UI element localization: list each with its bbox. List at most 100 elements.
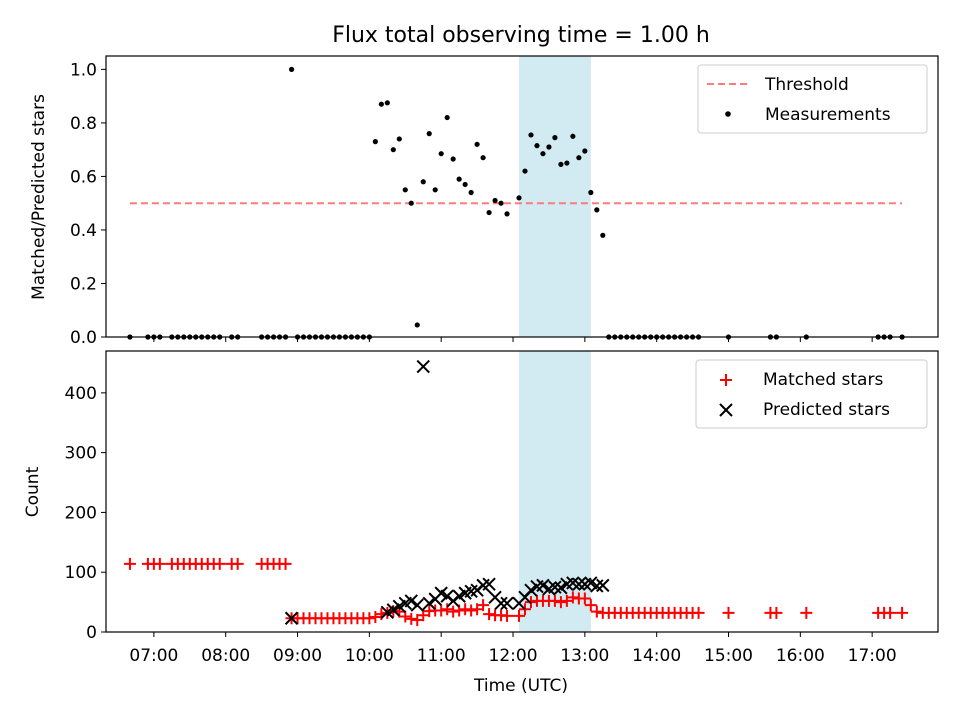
legend-measurements-swatch [725,111,731,117]
measurement-point [546,144,552,150]
measurement-point [420,179,426,185]
matched-star-point [578,592,591,605]
predicted-star-point [548,580,562,594]
matched-star-point [459,603,472,616]
x-tick-label: 16:00 [776,646,825,666]
legend-threshold-label: Threshold [764,75,849,95]
matched-star-point [548,594,561,607]
matched-star-point [513,609,526,622]
legend-measurements-label: Measurements [765,105,891,125]
bottom-axes-frame [105,350,939,633]
measurement-point [558,161,564,167]
x-tick-label: 17:00 [848,646,897,666]
predicted-star-point [596,578,610,593]
top-y-tick-label: 0.2 [70,274,97,294]
predicted-star-point [404,594,418,608]
measurement-point [552,135,558,141]
matched-star-point [279,557,292,570]
measurement-point [600,232,606,238]
top-y-tick-label: 0.0 [70,328,97,348]
top-legend: Threshold Measurements [697,64,928,134]
bottom-y-tick-label: 400 [65,384,97,404]
matched-star-point [554,596,567,609]
measurement-point [462,181,468,188]
measurement-point [576,155,582,161]
matched-star-point [441,603,454,616]
matched-star-point [363,612,376,625]
measurement-point [456,176,462,182]
x-tick-label: 10:00 [345,646,394,666]
measurement-point [432,187,438,193]
predicted-star-point [500,596,514,611]
measurement-point [540,151,546,157]
measurement-point [564,160,570,166]
top-legend-frame [697,64,928,134]
measurement-point [372,139,378,145]
measurement-point [288,66,295,72]
bottom-y-tick-label: 200 [65,503,97,523]
measurement-point [414,322,420,328]
measurement-point [528,132,534,138]
matched-star-point [896,606,909,619]
matched-star-point [465,604,478,617]
top-axes-frame [105,55,939,338]
measurement-point [444,114,450,121]
measurement-point [468,189,474,196]
measurement-point [396,136,402,142]
predicted-star-point [524,583,538,597]
matched-star-point [800,606,813,619]
measurement-point [450,156,456,162]
matched-star-point [477,599,490,612]
top-y-tick-label: 0.6 [70,167,97,187]
matched-star-point [447,605,460,618]
predicted-star-point [416,359,430,374]
measurement-point [516,195,522,201]
bottom-plot-area [123,359,909,627]
bottom-y-tick-label: 300 [65,444,97,464]
measurement-point [492,197,498,204]
predicted-star-point [554,581,568,595]
x-tick-label: 13:00 [560,646,609,666]
predicted-star-point [536,578,550,593]
measurement-point [582,148,588,154]
measurement-point [534,143,540,149]
measurement-point [570,133,576,139]
matched-star-point [692,606,705,619]
measurement-point [522,168,528,174]
top-y-ticks: 0.0 0.2 0.4 0.6 0.8 1.0 [70,60,106,348]
legend-predicted-swatch [719,403,733,417]
bottom-y-tick-label: 0 [86,623,97,643]
x-tick-label: 08:00 [201,646,250,666]
matched-star-point [584,599,597,612]
x-tick-label: 11:00 [417,646,466,666]
predicted-star-point [284,611,299,625]
bottom-x-ticks: 07:00 08:00 09:00 10:00 11:00 12:00 13:00 14:00… [129,632,897,666]
predicted-star-point [386,603,401,617]
top-y-tick-label: 1.0 [70,60,97,80]
matched-star-point [213,557,226,570]
x-tick-label: 09:00 [273,646,322,666]
matched-star-point [501,609,514,622]
legend-matched-label: Matched stars [763,370,883,390]
matched-star-point [153,557,166,570]
chart-title: Flux total observing time = 1.00 h [332,23,710,48]
bottom-y-tick-label: 100 [65,563,97,583]
matched-star-point [770,606,783,619]
measurement-point [402,187,408,193]
matched-star-point [399,610,412,623]
top-x-tick-marks [153,337,873,342]
matched-star-point [405,612,418,625]
predicted-star-point [572,577,586,591]
measurement-point [390,147,396,153]
matched-star-point [435,604,448,617]
matched-star-point [590,605,603,618]
predicted-star-point [422,596,436,611]
measurement-point [378,101,384,107]
matched-star-point [566,591,579,604]
legend-matched-swatch [720,374,732,386]
top-shaded-window [519,56,591,337]
top-y-tick-label: 0.4 [70,221,97,241]
bottom-panel: 0 100 200 300 400 07:00 08:00 09:00 10:00 11:00 1… [23,350,939,696]
predicted-star-point [482,577,496,591]
